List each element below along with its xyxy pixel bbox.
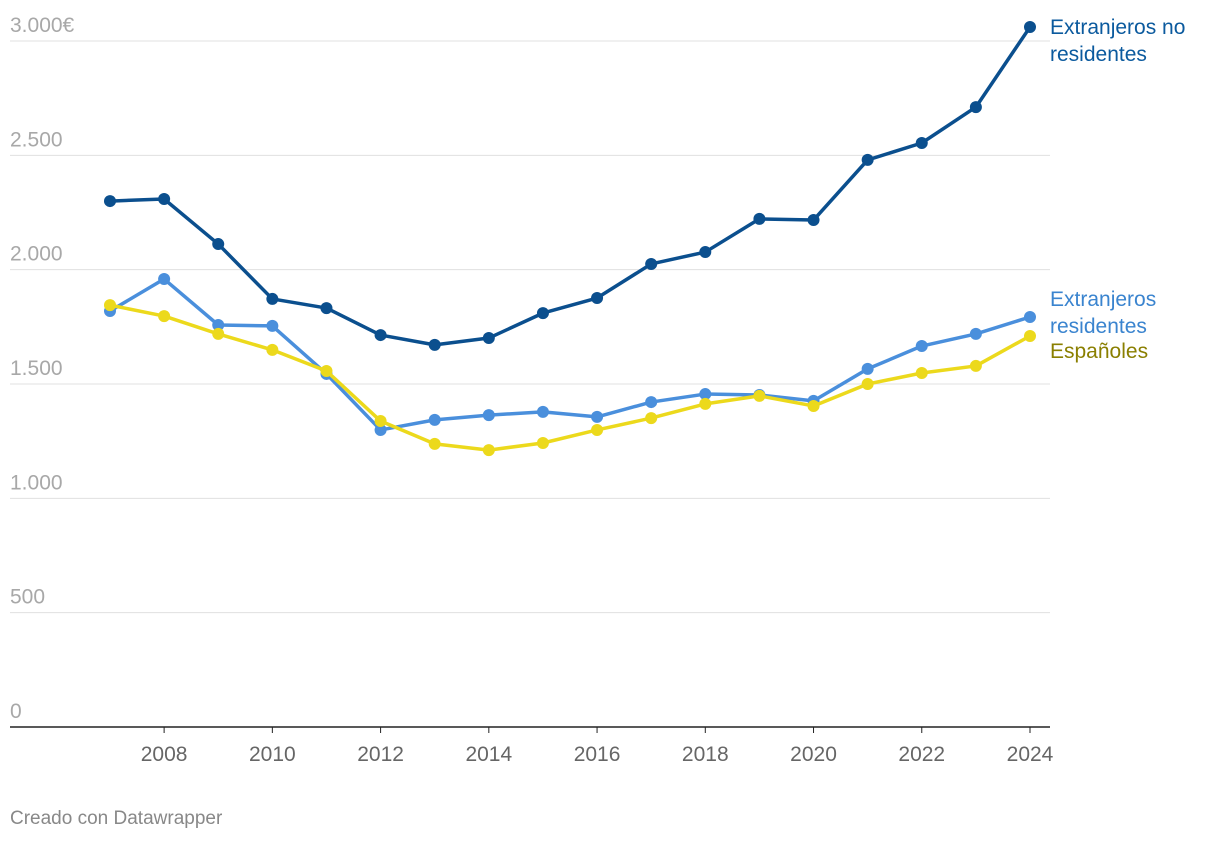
data-point (104, 299, 116, 312)
data-point (212, 327, 225, 340)
data-point (320, 302, 333, 315)
x-tick-label: 2020 (790, 743, 837, 766)
data-point (699, 246, 712, 259)
data-point (753, 212, 766, 225)
x-tick-label: 2024 (1007, 743, 1054, 766)
data-point (969, 359, 982, 372)
data-point (158, 273, 171, 286)
series-line (109, 277, 1031, 432)
data-point (645, 257, 658, 270)
data-point (1024, 329, 1036, 342)
data-point (266, 292, 279, 305)
y-tick-label: 500 (10, 586, 45, 609)
footer: Creado con Datawrapper (10, 808, 223, 829)
data-point (1024, 21, 1036, 34)
data-point (374, 423, 387, 436)
data-point (374, 329, 387, 342)
data-point (645, 396, 658, 409)
x-tick-label: 2014 (465, 743, 512, 766)
data-point (591, 410, 604, 423)
data-point (536, 405, 549, 418)
data-point (482, 444, 495, 457)
y-tick-label: 1.000 (10, 471, 63, 494)
x-tick-label: 2022 (898, 743, 945, 766)
data-point (266, 319, 279, 332)
data-point (104, 195, 116, 208)
data-point (915, 136, 928, 149)
data-point (158, 310, 171, 323)
data-point (536, 307, 549, 320)
data-point (915, 367, 928, 380)
data-point (591, 423, 604, 436)
data-point (699, 388, 712, 401)
data-point (915, 340, 928, 353)
data-point (861, 153, 874, 166)
data-point (699, 397, 712, 410)
y-tick-label: 1.500 (10, 357, 63, 380)
y-tick-label: 2.000 (10, 243, 63, 266)
data-point (969, 101, 982, 114)
data-point (428, 437, 441, 450)
data-point (482, 409, 495, 422)
series-line (109, 26, 1032, 347)
data-point (807, 214, 820, 227)
data-point (266, 343, 279, 356)
data-point (428, 338, 441, 351)
y-tick-label: 0 (10, 700, 22, 723)
series-label: Españoles (1050, 340, 1149, 363)
data-point (212, 319, 225, 332)
y-tick-label: 3.000€ (10, 14, 75, 37)
data-point (320, 364, 333, 377)
data-point (807, 399, 820, 412)
data-point (428, 413, 441, 426)
x-tick-label: 2010 (249, 743, 296, 766)
data-point (374, 415, 387, 428)
x-tick-label: 2016 (574, 743, 621, 766)
data-point (536, 436, 549, 449)
series-line (109, 303, 1031, 452)
data-point (645, 412, 658, 425)
data-point (861, 362, 874, 375)
x-tick-label: 2012 (357, 743, 404, 766)
data-point (482, 332, 495, 345)
data-point (591, 292, 604, 305)
y-tick-label: 2.500 (10, 128, 63, 151)
data-point (753, 389, 766, 402)
x-tick-label: 2018 (682, 743, 729, 766)
x-tick-label: 2008 (141, 743, 188, 766)
data-point (861, 378, 874, 390)
data-point (1024, 311, 1036, 324)
data-point (969, 327, 982, 340)
series-label: Extranjeros residentes (1050, 288, 1157, 338)
series-label: Extranjeros no residentes (1050, 16, 1186, 66)
data-point (158, 193, 171, 206)
data-point (212, 238, 225, 251)
